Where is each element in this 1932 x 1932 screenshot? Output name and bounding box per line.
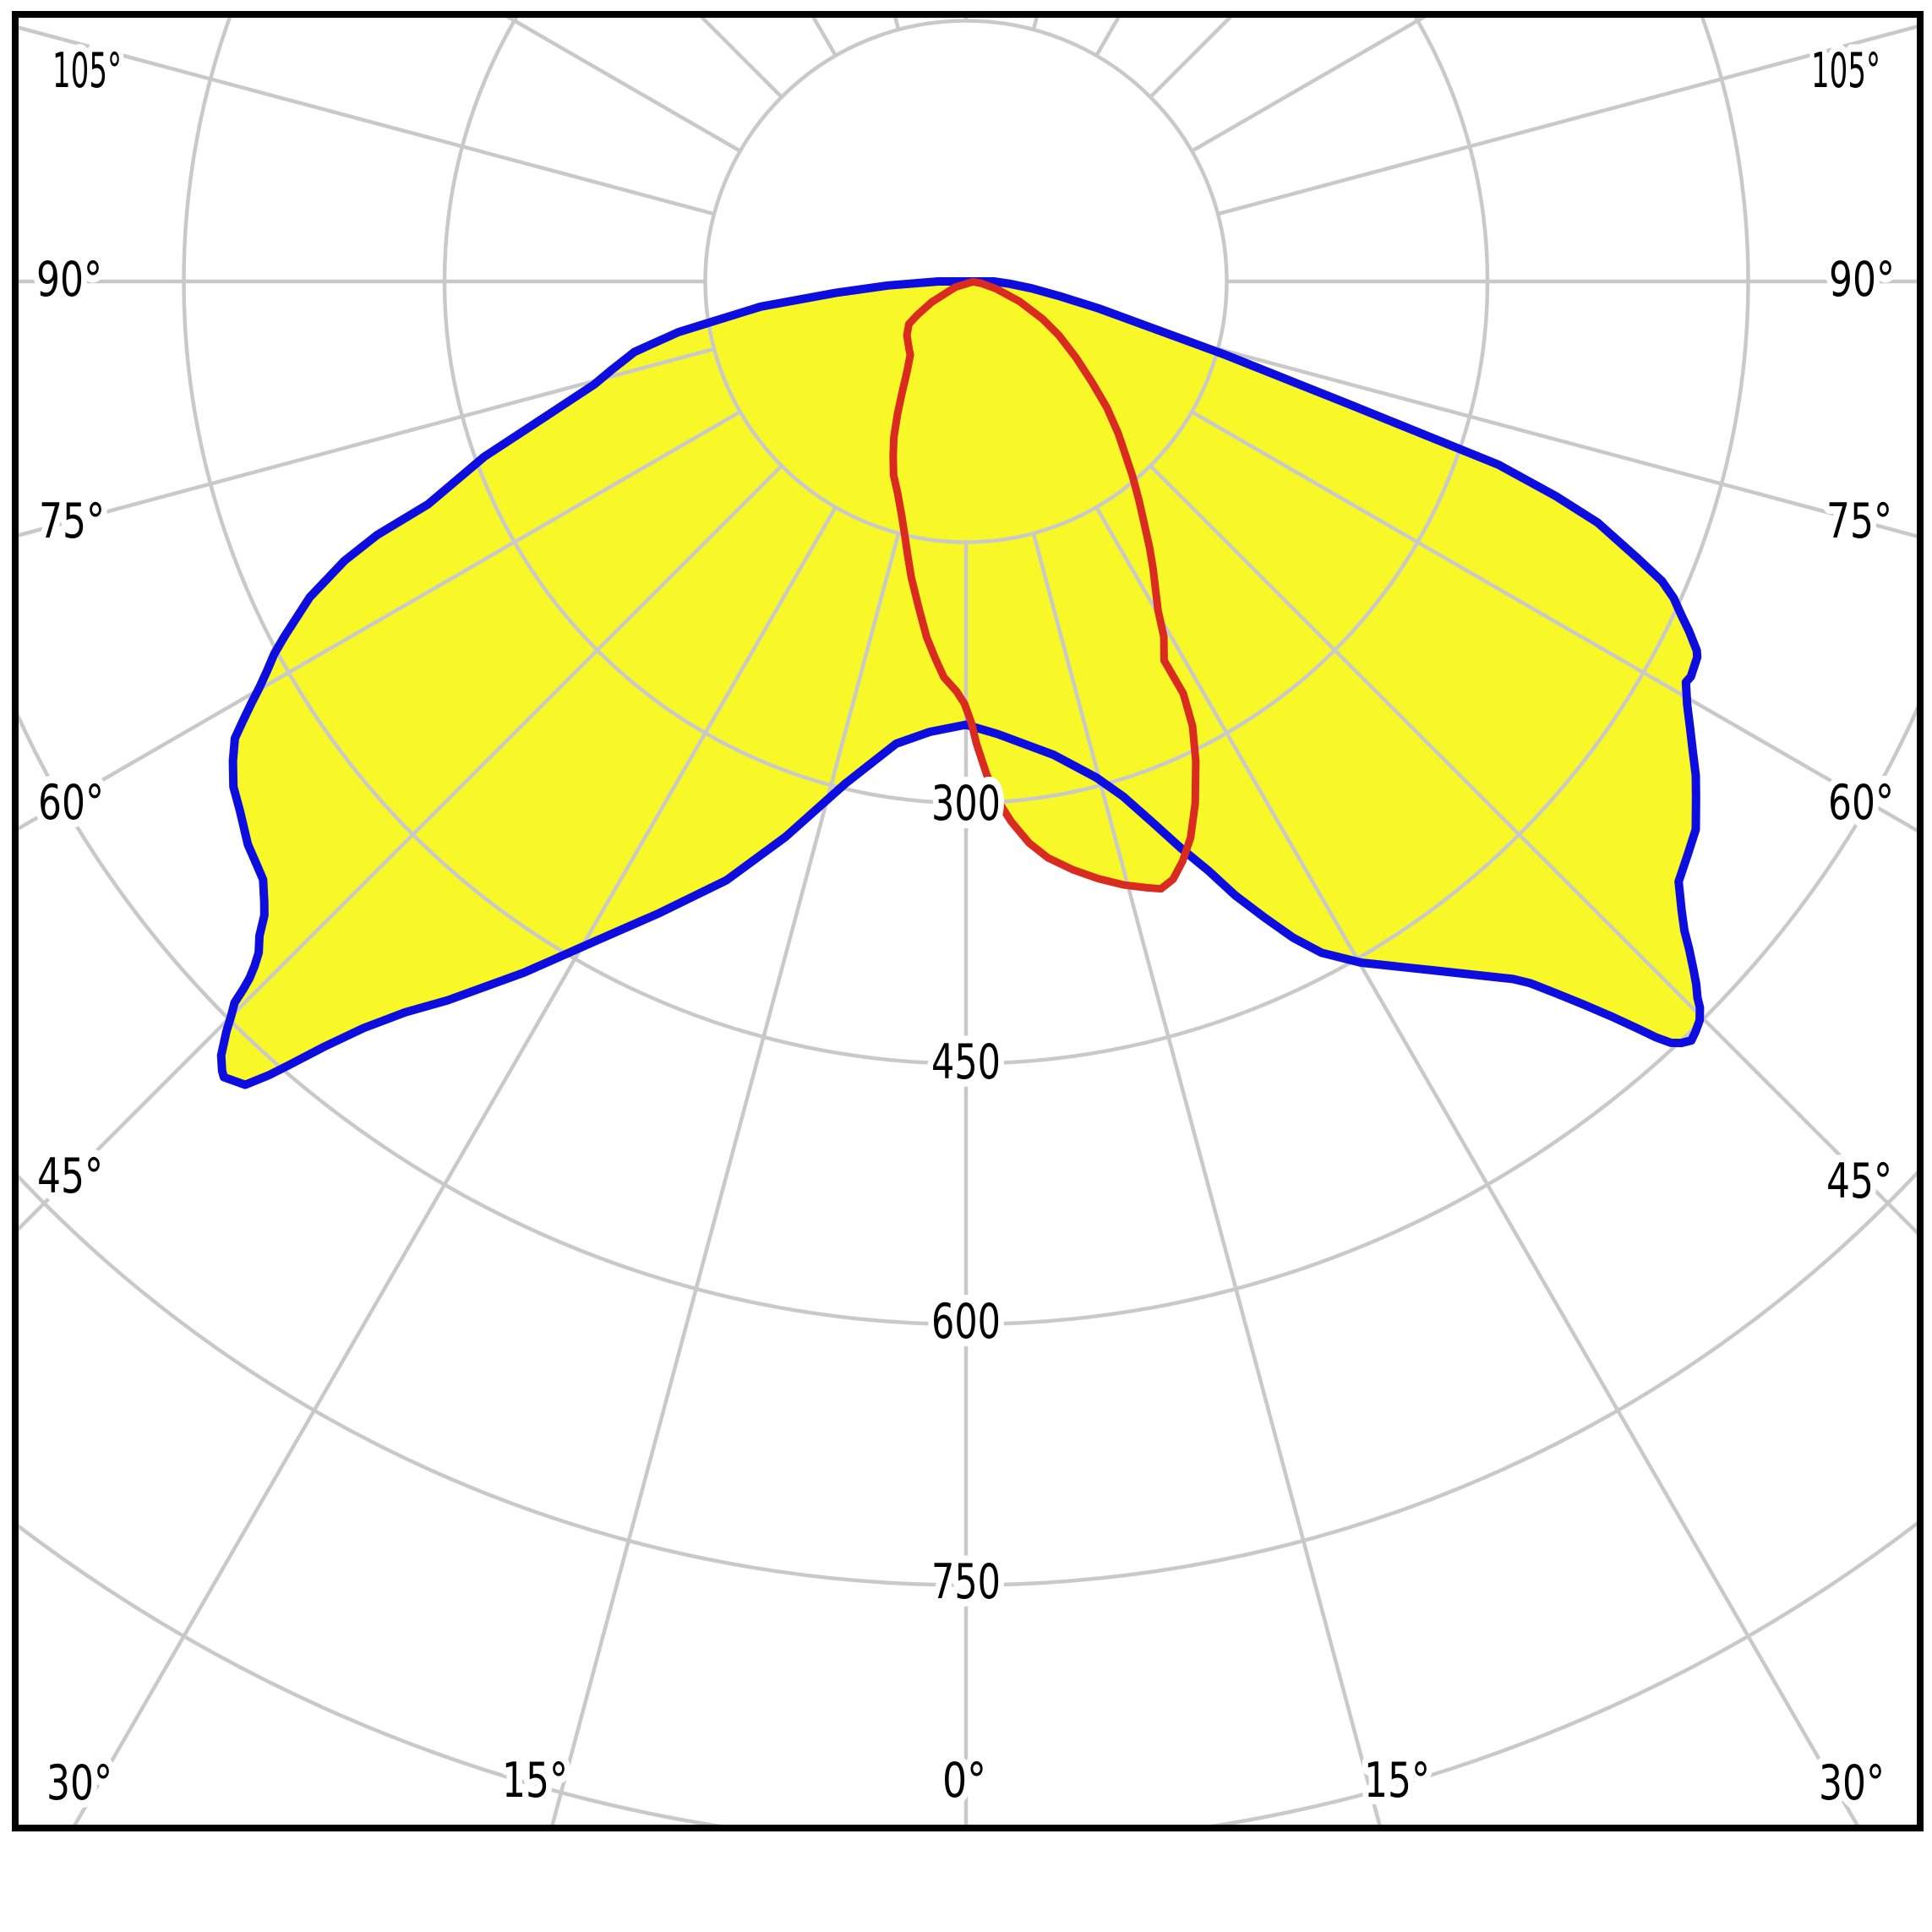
grid-radial-60deg (1191, 410, 1917, 833)
angle-tick-label: 30° (1819, 1755, 1885, 1811)
angle-tick-label: 30° (46, 1755, 112, 1811)
grid-radial-330deg (73, 506, 838, 1825)
curve-c90-c270 (889, 277, 1200, 893)
grid-radial-30deg (1094, 506, 1859, 1825)
angle-tick-label: 15° (1364, 1753, 1430, 1809)
curve-c0-c180 (216, 277, 1705, 1089)
angle-tick-label: 45° (1826, 1154, 1892, 1209)
angle-tick-label: 90° (1829, 252, 1895, 308)
angle-tick-label: 75° (1826, 494, 1892, 549)
angle-tick-label: 105° (52, 43, 122, 99)
angle-tick-label: 75° (39, 494, 105, 549)
grid-radial-345deg (550, 532, 901, 1825)
angle-tick-label: 45° (37, 1149, 103, 1204)
grid-radial-105deg (1217, 25, 1917, 216)
grid-radial-300deg (19, 410, 741, 831)
grid-radial-315deg (19, 464, 783, 1232)
grid-radial-285deg (19, 347, 715, 538)
radial-value-label: 750 (931, 1554, 1001, 1610)
grid-radial-75deg (1217, 347, 1917, 538)
angle-tick-label: 15° (502, 1753, 568, 1809)
intensity-fill (221, 281, 1700, 1085)
angle-tick-label: 60° (38, 775, 104, 831)
grid-radial-15deg (1031, 532, 1382, 1825)
angle-tick-label: 0° (942, 1753, 986, 1809)
plot-frame (12, 11, 1924, 1831)
angle-tick-label: 105° (1811, 43, 1880, 99)
grid-radial-255deg (19, 25, 715, 216)
radial-value-label: 600 (931, 1294, 1001, 1350)
grid-radial-45deg (1149, 464, 1917, 1236)
radial-value-label: 300 (931, 776, 1001, 832)
angle-tick-label: 60° (1828, 775, 1894, 831)
radial-value-label: 450 (931, 1034, 1001, 1090)
angle-tick-label: 90° (36, 252, 102, 308)
